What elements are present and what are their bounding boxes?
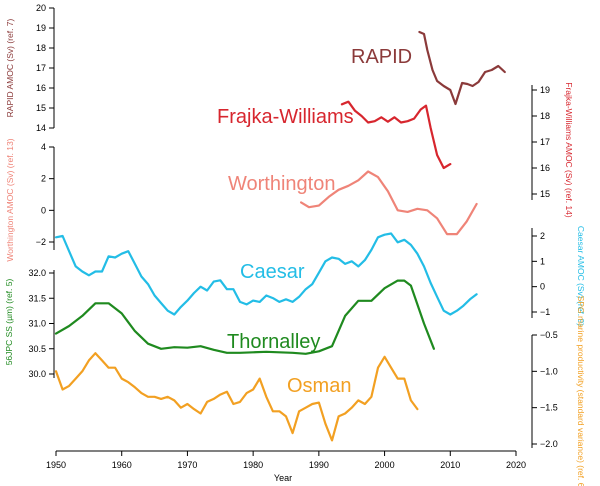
caesar-series-line xyxy=(54,232,478,316)
chart-axes: 1950 1960 1970 1980 1990 2000 2010 2020Year1415… xyxy=(4,3,586,486)
rapid-y-tick-label: 19 xyxy=(36,23,46,33)
thornalley-series-label: Thornalley xyxy=(227,331,320,353)
chart-series-lines xyxy=(54,30,506,442)
worthington-series-line xyxy=(300,170,478,236)
thornalley-y-tick-label: 30.5 xyxy=(28,344,46,354)
osman-y-tick-label: −0.5 xyxy=(540,330,558,340)
worthington-y-tick-label: 2 xyxy=(41,174,46,184)
frajka-series-label: Frajka-Williams xyxy=(217,106,354,128)
rapid-series-label: RAPID xyxy=(351,46,412,68)
x-axis-tick-label: 2000 xyxy=(375,460,395,470)
osman-y-axis-label: SPG marine productivity (standard varian… xyxy=(576,296,586,486)
caesar-y-tick-label: 2 xyxy=(540,231,545,241)
frajka-y-tick-label: 18 xyxy=(540,111,550,121)
frajka-y-axis-label: Frajka-Williams AMOC (Sv) (ref. 14) xyxy=(564,82,574,218)
worthington-y-tick-label: 4 xyxy=(41,142,46,152)
frajka-y-tick-label: 17 xyxy=(540,137,550,147)
rapid-y-axis-label: RAPID AMOC (Sv) (ref. 7) xyxy=(5,18,15,117)
rapid-y-tick-label: 14 xyxy=(36,123,46,133)
frajka-series-line xyxy=(340,100,452,170)
rapid-y-tick-label: 18 xyxy=(36,43,46,53)
caesar-series-label: Caesar xyxy=(240,261,305,283)
osman-series-label: Osman xyxy=(287,375,351,397)
frajka-y-tick-label: 16 xyxy=(540,163,550,173)
worthington-y-tick-label: 0 xyxy=(41,205,46,215)
x-axis-tick-label: 1950 xyxy=(46,460,66,470)
rapid-series-line xyxy=(418,30,506,106)
worthington-series-label: Worthington xyxy=(228,173,335,195)
frajka-y-tick-label: 15 xyxy=(540,189,550,199)
osman-y-tick-label: −1.5 xyxy=(540,403,558,413)
rapid-y-tick-label: 16 xyxy=(36,83,46,93)
worthington-y-tick-label: −2 xyxy=(36,237,46,247)
frajka-y-tick-label: 19 xyxy=(540,85,550,95)
thornalley-series-line xyxy=(54,279,435,355)
osman-series-line xyxy=(54,352,419,442)
rapid-y-tick-label: 17 xyxy=(36,63,46,73)
x-axis-tick-label: 1980 xyxy=(243,460,263,470)
thornalley-y-tick-label: 30.0 xyxy=(28,369,46,379)
osman-y-tick-label: −1.0 xyxy=(540,366,558,376)
caesar-y-axis-label: Caesar AMOC (Sv) (ref. 9) xyxy=(576,226,586,326)
rapid-y-tick-label: 20 xyxy=(36,3,46,13)
caesar-y-tick-label: 1 xyxy=(540,256,545,266)
thornalley-y-tick-label: 32.0 xyxy=(28,268,46,278)
x-axis-tick-label: 1960 xyxy=(112,460,132,470)
thornalley-y-axis-label: 56JPC SS (µm) (ref. 5) xyxy=(4,279,14,366)
caesar-y-tick-label: 0 xyxy=(540,282,545,292)
osman-y-tick-label: −2.0 xyxy=(540,439,558,449)
x-axis-tick-label: 1990 xyxy=(309,460,329,470)
x-axis-label: Year xyxy=(274,473,292,483)
x-axis-tick-label: 2020 xyxy=(506,460,526,470)
chart-series-labels: RAPID Frajka-Williams Worthington Caesar Tho… xyxy=(217,46,412,397)
rapid-y-tick-label: 15 xyxy=(36,103,46,113)
caesar-y-tick-label: −1 xyxy=(540,307,550,317)
x-axis-tick-label: 1970 xyxy=(177,460,197,470)
x-axis-tick-label: 2010 xyxy=(440,460,460,470)
worthington-y-axis-label: Worthington AMOC (Sv) (ref. 13) xyxy=(5,138,15,261)
thornalley-y-tick-label: 31.5 xyxy=(28,293,46,303)
thornalley-y-tick-label: 31.0 xyxy=(28,319,46,329)
